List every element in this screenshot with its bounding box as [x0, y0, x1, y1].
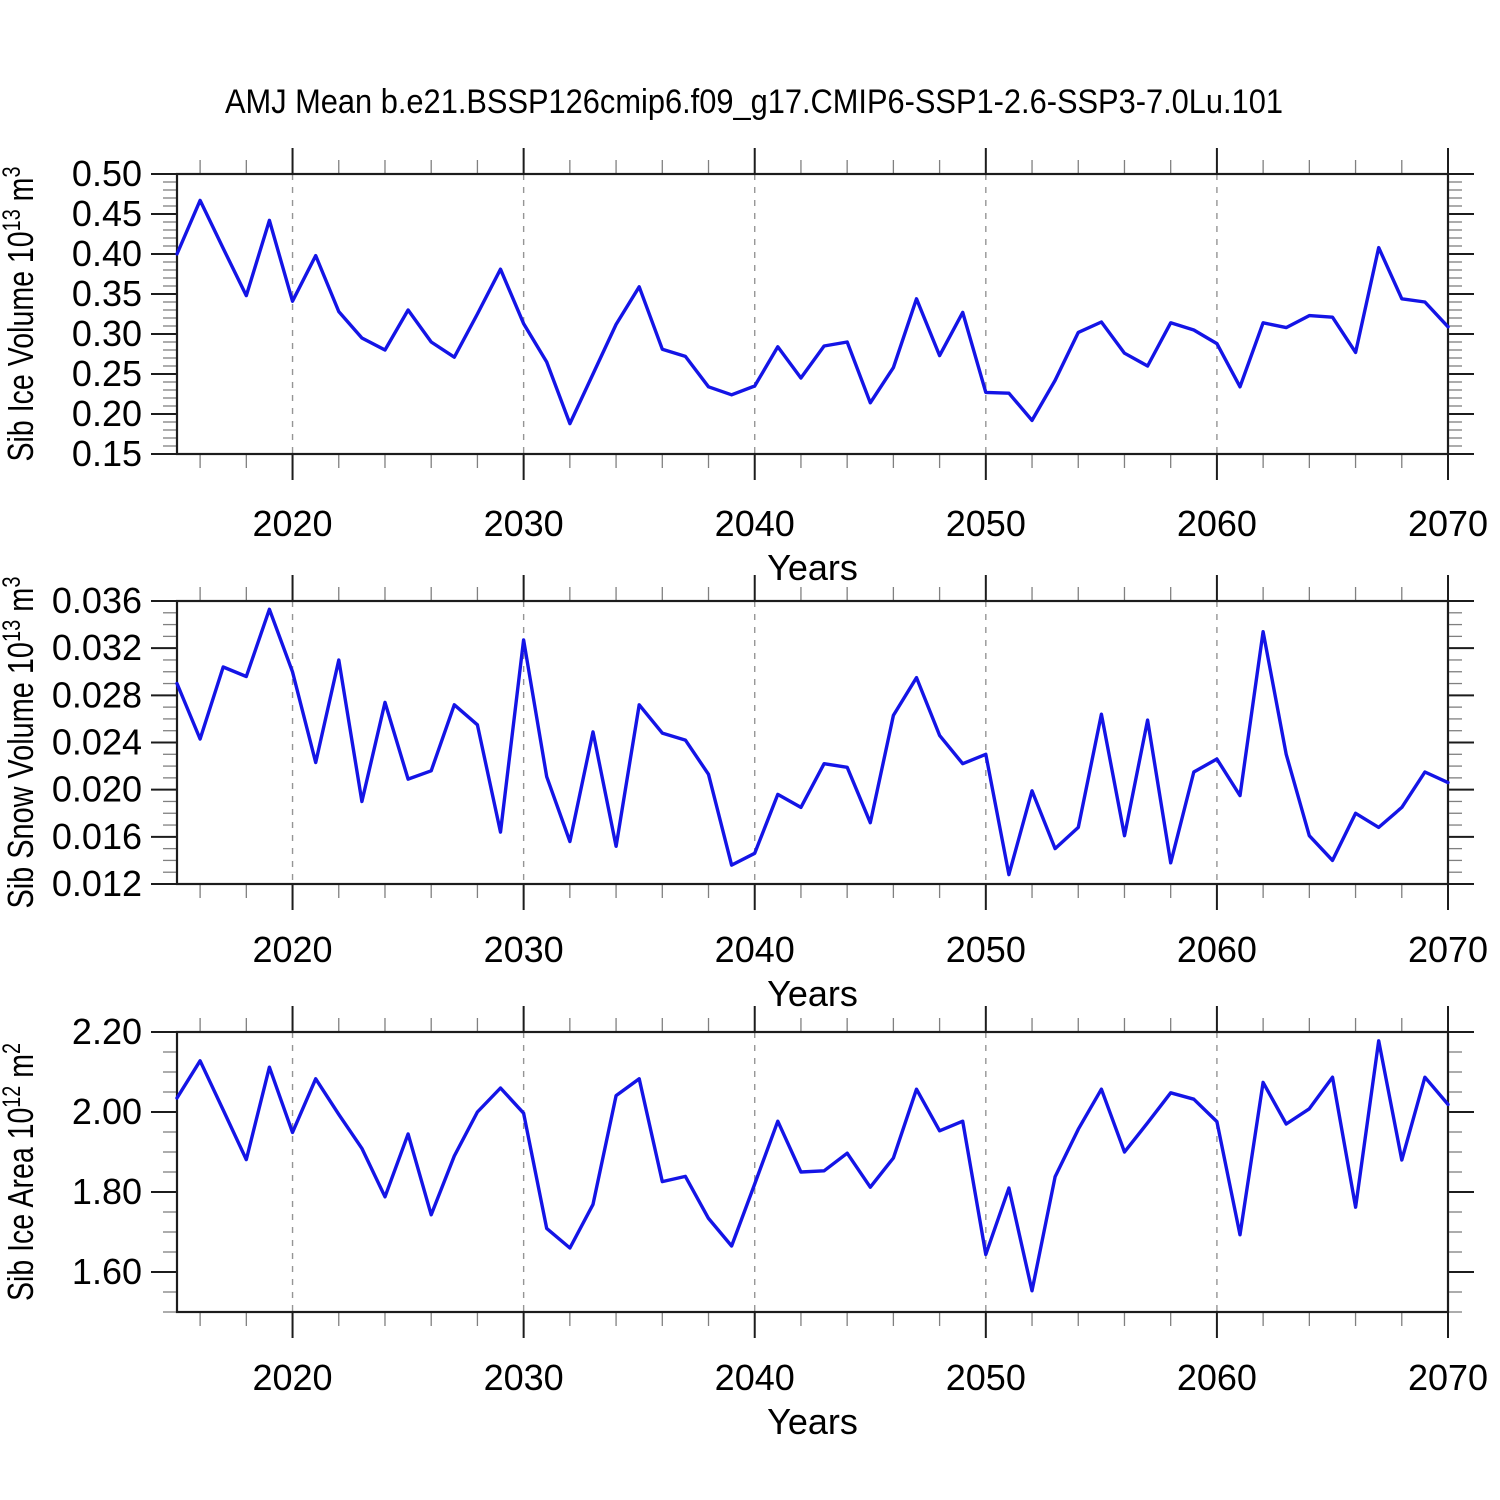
y-tick-label: 0.032 — [52, 627, 142, 668]
y-tick-label: 0.25 — [72, 353, 142, 394]
y-tick-label: 0.036 — [52, 580, 142, 621]
y-tick-label: 0.012 — [52, 863, 142, 904]
x-tick-label: 2020 — [252, 503, 332, 544]
y-tick-label: 1.60 — [72, 1251, 142, 1292]
y-tick-label: 0.45 — [72, 193, 142, 234]
y-tick-label: 2.20 — [72, 1011, 142, 1052]
plot-sib-ice-area: 2020 2030 2040 2050 2060 2070 1.60 1.80 2.00 2.20… — [0, 1006, 1488, 1442]
y-tick-label: 0.20 — [72, 393, 142, 434]
y-tick-label: 0.40 — [72, 233, 142, 274]
x-tick-label: 2070 — [1408, 929, 1488, 970]
plot-sib-ice-volume: 2020 2030 2040 2050 2060 2070 0.150.200.250.30… — [0, 148, 1488, 588]
x-tick-label: 2030 — [484, 1357, 564, 1398]
series-line-sib-ice-area — [175, 1039, 1450, 1293]
x-tick-label: 2020 — [252, 1357, 332, 1398]
y-tick-label: 0.020 — [52, 769, 142, 810]
plot-frame — [175, 172, 1450, 456]
x-tick-label: 2070 — [1408, 1357, 1488, 1398]
x-tick-label: 2050 — [946, 929, 1026, 970]
x-tick-label: 2050 — [946, 1357, 1026, 1398]
y-tick-label: 2.00 — [72, 1091, 142, 1132]
y-tick-label: 0.024 — [52, 722, 142, 763]
x-tick-label: 2020 — [252, 929, 332, 970]
series-line-sib-snow-volume — [175, 607, 1450, 877]
x-axis-title: Years — [767, 547, 858, 588]
y-tick-label: 1.80 — [72, 1171, 142, 1212]
plots-group: 2020 2030 2040 2050 2060 2070 0.150.200.250.30… — [0, 148, 1488, 1442]
y-axis-title: Sib Snow Volume 1013 m3 — [0, 577, 41, 909]
x-tick-label: 2060 — [1177, 929, 1257, 970]
y-tick-label: 0.35 — [72, 273, 142, 314]
x-axis-title: Years — [767, 1401, 858, 1442]
x-tick-label: 2040 — [715, 1357, 795, 1398]
series-line-sib-ice-volume — [175, 198, 1450, 426]
x-tick-label: 2060 — [1177, 1357, 1257, 1398]
plot-frame — [175, 599, 1450, 886]
y-axis-title: Sib Ice Volume 1013 m3 — [0, 167, 41, 462]
x-tick-label: 2030 — [484, 503, 564, 544]
x-tick-label: 2070 — [1408, 503, 1488, 544]
y-tick-label: 0.15 — [72, 433, 142, 474]
x-tick-label: 2050 — [946, 503, 1026, 544]
x-tick-label: 2040 — [715, 503, 795, 544]
x-tick-label: 2040 — [715, 929, 795, 970]
y-axis-title: Sib Ice Area 1012 m2 — [0, 1043, 41, 1301]
x-tick-label: 2030 — [484, 929, 564, 970]
plot-sib-snow-volume: 2020 2030 2040 2050 2060 2070 0.012 0.016 0.020 0… — [0, 575, 1488, 1014]
x-axis-title: Years — [767, 973, 858, 1014]
y-tick-label: 0.016 — [52, 816, 142, 857]
y-tick-label: 0.028 — [52, 674, 142, 715]
y-tick-label: 0.30 — [72, 313, 142, 354]
x-tick-label: 2060 — [1177, 503, 1257, 544]
plot-frame — [175, 1030, 1450, 1314]
figure-title: AMJ Mean b.e21.BSSP126cmip6.f09_g17.CMIP… — [225, 83, 1283, 121]
y-tick-label: 0.50 — [72, 153, 142, 194]
